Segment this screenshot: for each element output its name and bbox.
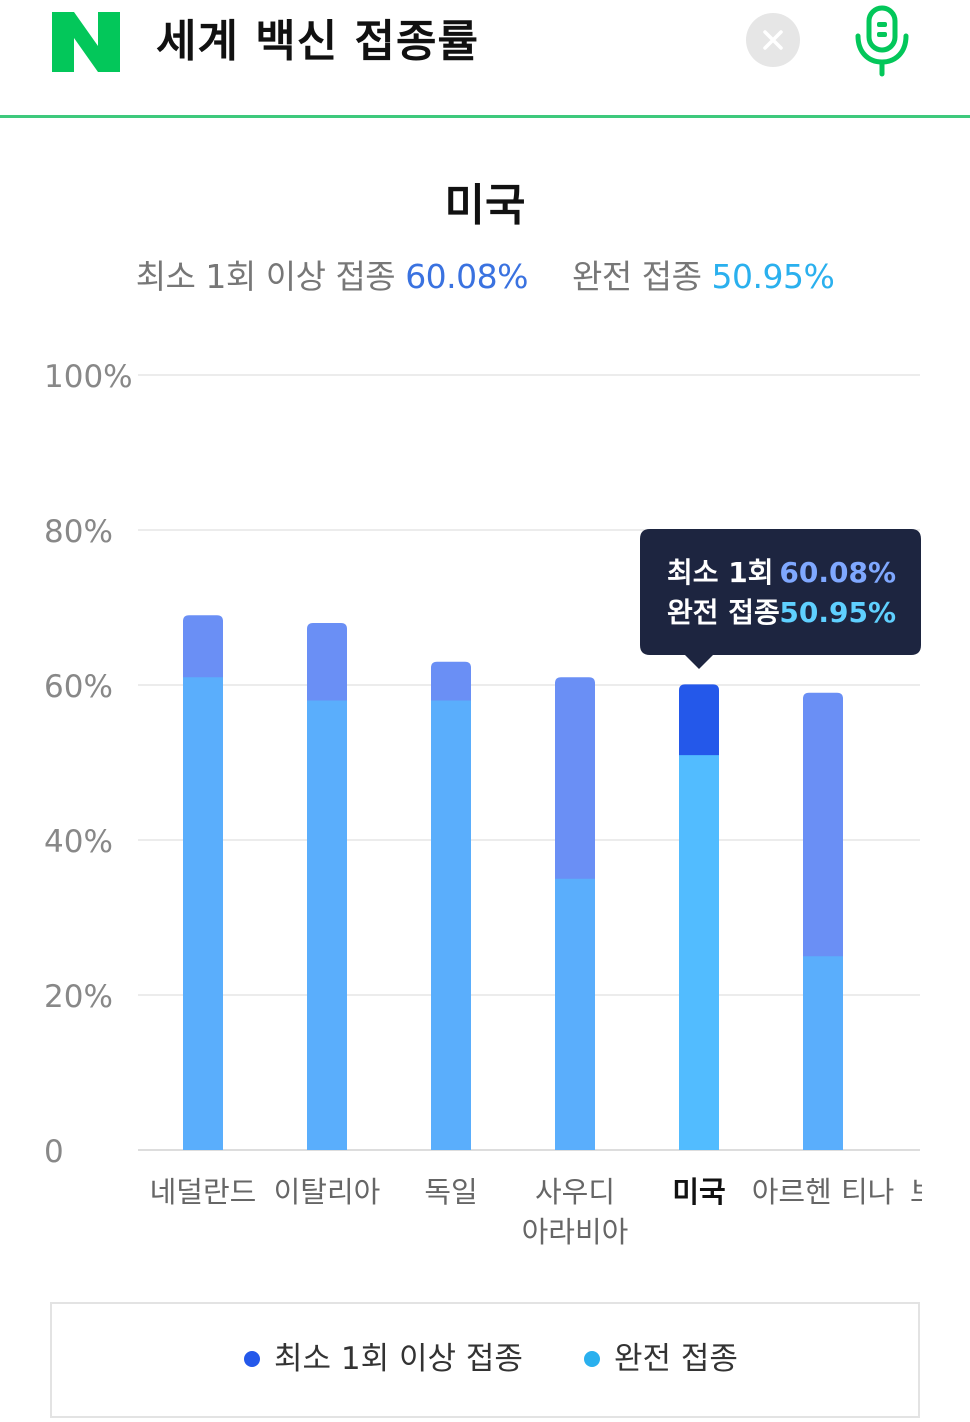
microphone-icon (855, 5, 909, 77)
voice-search-button[interactable] (850, 2, 914, 78)
x-tick-label: 아라비아 (522, 1215, 629, 1249)
bar-fully (555, 878, 595, 1150)
x-tick-label: 아르헨 티나 (752, 1175, 895, 1209)
tooltip-value-2: 50.95% (779, 596, 896, 629)
summary-line: 최소 1회 이상 접종 60.08% 완전 접종 50.95% (0, 254, 970, 300)
y-tick-label: 20% (44, 979, 113, 1015)
y-tick-label: 100% (44, 359, 133, 395)
legend-label-fully: 완전 접종 (614, 1341, 738, 1377)
x-tick-label: 이탈리아 (274, 1175, 381, 1209)
legend-item-fully[interactable]: 완전 접종 (584, 1336, 738, 1382)
summary-label-2: 완전 접종 (572, 257, 702, 296)
bar-fully (803, 956, 843, 1150)
y-tick-label: 40% (44, 824, 113, 860)
bar-fully (307, 700, 347, 1150)
tooltip-label-1: 최소 1회 (667, 556, 774, 589)
legend-item-at-least-one[interactable]: 최소 1회 이상 접종 (244, 1336, 523, 1382)
legend-dot-fully (584, 1351, 600, 1367)
clear-search-button[interactable] (746, 13, 800, 67)
summary-value-1: 60.08% (405, 257, 529, 296)
summary-value-2: 50.95% (711, 257, 835, 296)
legend-dot-at-least-one (244, 1351, 260, 1367)
bar-fully (183, 677, 223, 1150)
bar-fully (431, 700, 471, 1150)
tooltip-value-1: 60.08% (779, 556, 896, 589)
summary-label-1: 최소 1회 이상 접종 (135, 257, 396, 296)
y-tick-label: 0 (44, 1134, 64, 1170)
naver-logo-icon[interactable] (52, 12, 120, 72)
y-tick-label: 60% (44, 669, 113, 705)
x-tick-label: 미국 (672, 1175, 725, 1209)
x-tick-label: 브 (910, 1175, 937, 1209)
x-tick-label: 독일 (424, 1175, 477, 1209)
tooltip-box (640, 529, 921, 669)
bar-fully (679, 755, 719, 1150)
x-tick-label: 사우디 (535, 1175, 615, 1209)
chart-title: 미국 (444, 180, 526, 231)
tooltip-label-2: 완전 접종 (667, 596, 780, 629)
x-tick-label: 네덜란드 (150, 1175, 257, 1209)
y-tick-label: 80% (44, 514, 113, 550)
chart-legend: 최소 1회 이상 접종 완전 접종 (50, 1302, 920, 1418)
search-bar: 세계 백신 접종률 (0, 0, 970, 118)
close-icon (763, 30, 783, 50)
legend-label-at-least-one: 최소 1회 이상 접종 (274, 1341, 523, 1377)
search-query[interactable]: 세계 백신 접종률 (156, 16, 479, 67)
